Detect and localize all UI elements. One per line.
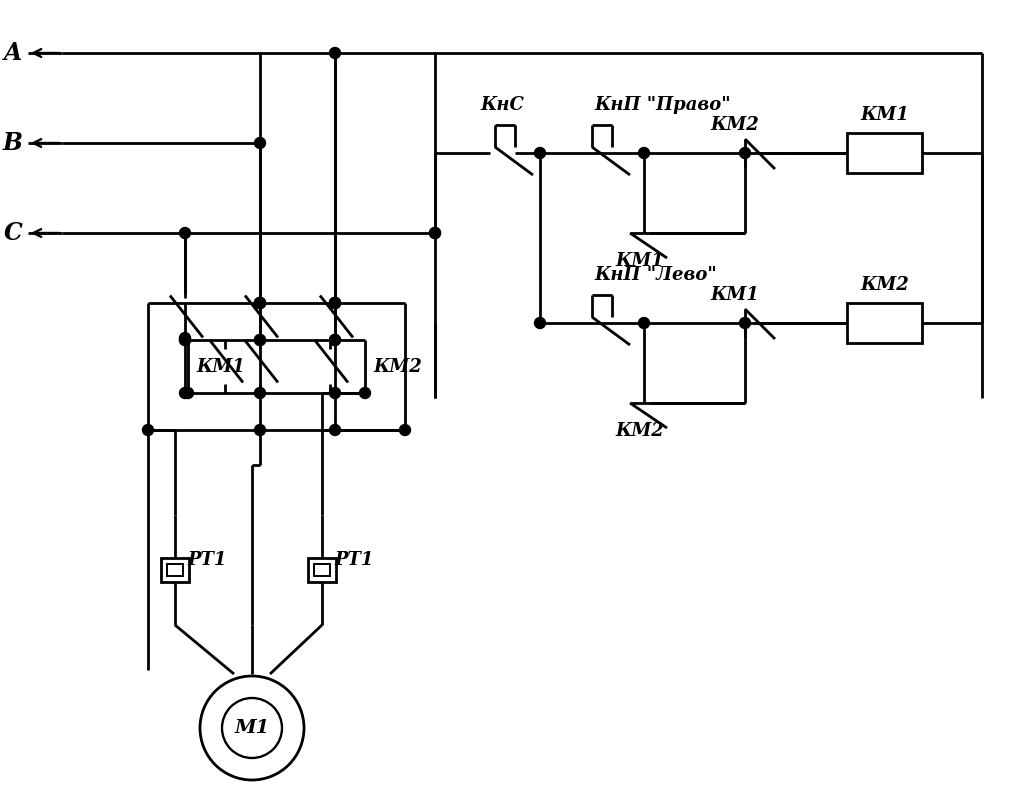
Circle shape — [200, 676, 304, 780]
Circle shape — [179, 335, 190, 346]
Circle shape — [255, 297, 265, 309]
Text: КМ2: КМ2 — [860, 276, 909, 294]
Circle shape — [255, 388, 265, 398]
Circle shape — [255, 137, 265, 149]
Text: КнС: КнС — [480, 96, 524, 114]
Text: B: B — [3, 131, 23, 155]
Circle shape — [739, 148, 751, 158]
Bar — [314, 564, 330, 576]
Circle shape — [179, 388, 190, 398]
Circle shape — [399, 424, 411, 436]
Bar — [847, 133, 922, 173]
Text: КМ1: КМ1 — [860, 106, 909, 124]
Circle shape — [535, 318, 546, 329]
Circle shape — [359, 388, 371, 398]
Text: КМ1: КМ1 — [196, 357, 245, 376]
Circle shape — [255, 335, 265, 346]
Circle shape — [330, 424, 341, 436]
Bar — [167, 564, 183, 576]
Text: A: A — [4, 41, 23, 65]
Circle shape — [255, 297, 265, 309]
Circle shape — [182, 388, 194, 398]
Text: М1: М1 — [234, 719, 269, 737]
Circle shape — [142, 424, 154, 436]
Circle shape — [330, 335, 341, 346]
Circle shape — [429, 228, 440, 238]
Text: КМ2: КМ2 — [615, 422, 664, 440]
Circle shape — [330, 48, 341, 58]
Circle shape — [179, 335, 190, 346]
Circle shape — [330, 335, 341, 346]
Circle shape — [222, 698, 282, 758]
Text: РТ1: РТ1 — [334, 551, 374, 569]
Circle shape — [330, 297, 341, 309]
Circle shape — [179, 228, 190, 238]
Text: C: C — [4, 221, 23, 245]
Circle shape — [255, 424, 265, 436]
Circle shape — [639, 148, 649, 158]
Circle shape — [739, 318, 751, 329]
Text: КМ1: КМ1 — [710, 286, 759, 304]
Circle shape — [255, 297, 265, 309]
Text: РТ1: РТ1 — [187, 551, 226, 569]
Text: КМ2: КМ2 — [710, 116, 759, 134]
Text: КМ1: КМ1 — [615, 252, 664, 270]
Bar — [308, 558, 336, 582]
Circle shape — [255, 335, 265, 346]
Text: КМ2: КМ2 — [373, 357, 422, 376]
Circle shape — [535, 148, 546, 158]
Text: КнП "Лево": КнП "Лево" — [594, 266, 717, 284]
Circle shape — [330, 388, 341, 398]
Circle shape — [330, 297, 341, 309]
Circle shape — [639, 318, 649, 329]
Circle shape — [330, 297, 341, 309]
Bar — [161, 558, 189, 582]
Bar — [847, 303, 922, 343]
Circle shape — [429, 228, 440, 238]
Text: КнП "Право": КнП "Право" — [594, 96, 731, 114]
Circle shape — [179, 333, 190, 343]
